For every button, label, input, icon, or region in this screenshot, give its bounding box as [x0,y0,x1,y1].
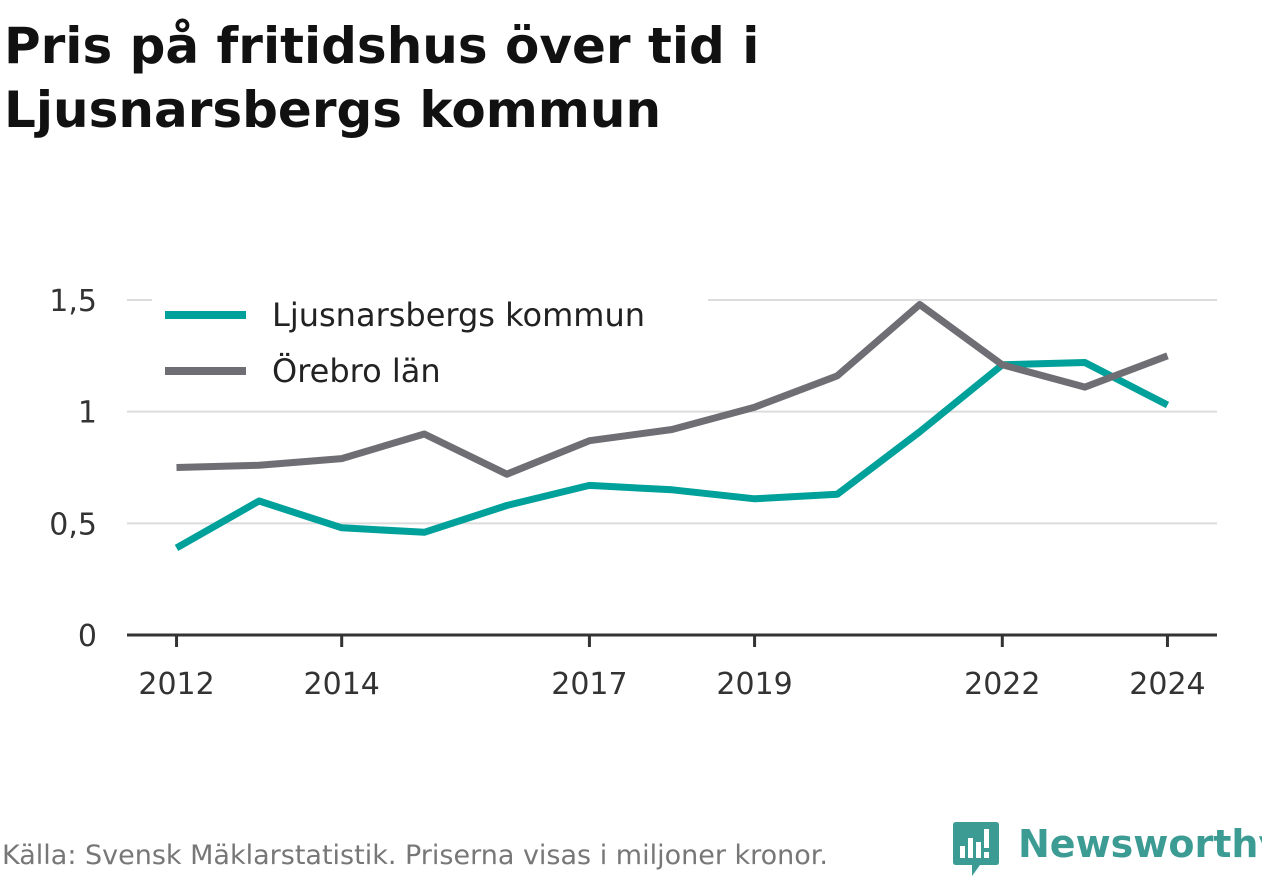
legend: Ljusnarsbergs kommun Örebro län [152,296,708,392]
chart-title: Pris på fritidshus över tid i Ljusnarsbe… [4,17,760,139]
x-tick-label: 2012 [138,667,214,702]
series-lines [174,301,1170,551]
x-tick-label: 2024 [1129,667,1205,702]
bar-chart-speech-bubble-icon [953,822,999,876]
series-line-1 [176,301,1169,478]
y-tick-label: 1 [78,396,97,431]
x-tick-label: 2017 [551,667,627,702]
brand-logo: Newsworthy [952,820,1262,878]
y-tick-label: 0,5 [49,507,97,542]
brand-name: Newsworthy [1018,822,1262,866]
legend-label: Örebro län [272,352,441,390]
legend-label: Ljusnarsbergs kommun [272,296,645,334]
x-tick-label: 2022 [964,667,1040,702]
x-tick-label: 2019 [716,667,792,702]
x-tick-label: 2014 [304,667,380,702]
source-note: Källa: Svensk Mäklarstatistik. Priserna … [2,840,829,871]
y-tick-label: 1,5 [49,284,97,319]
axes: 0 0,5 1 1,5 2012 2014 2017 2019 2022 2024 [49,284,1217,702]
y-tick-label: 0 [78,619,97,654]
